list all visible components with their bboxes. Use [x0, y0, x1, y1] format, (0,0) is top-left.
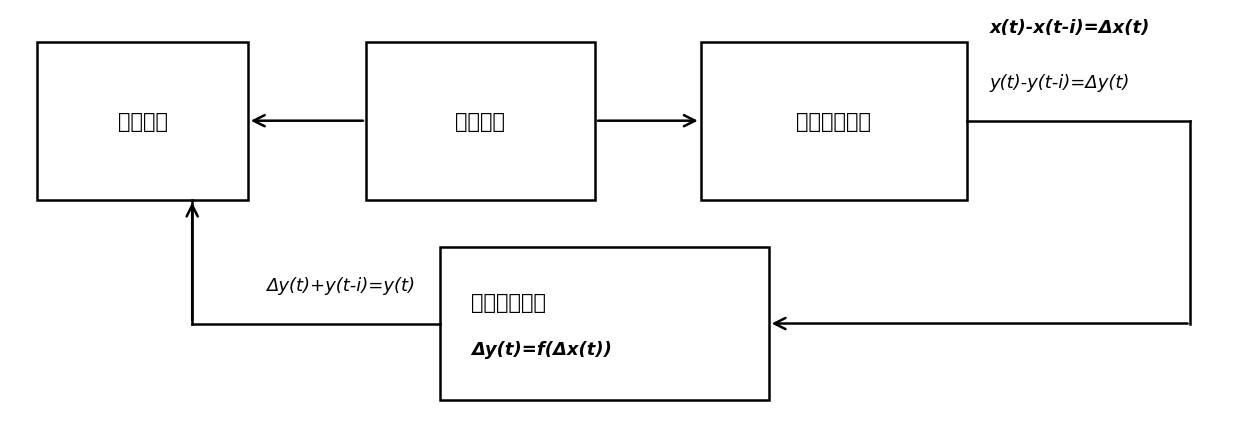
Text: y(t)-y(t-i)=Δy(t): y(t)-y(t-i)=Δy(t)	[990, 74, 1130, 92]
Text: Δy(t)+y(t-i)=y(t): Δy(t)+y(t-i)=y(t)	[267, 276, 415, 294]
Text: 回归预测模型: 回归预测模型	[471, 293, 546, 312]
Text: 输出数据: 输出数据	[118, 112, 167, 131]
Bar	[366, 43, 595, 200]
Bar	[440, 247, 769, 400]
Text: 时间差分处理: 时间差分处理	[796, 112, 872, 131]
Text: x(t)-x(t-i)=Δx(t): x(t)-x(t-i)=Δx(t)	[990, 19, 1149, 37]
Bar	[701, 43, 967, 200]
Text: 输入数据: 输入数据	[455, 112, 506, 131]
Text: Δy(t)=f(Δx(t)): Δy(t)=f(Δx(t))	[471, 340, 613, 358]
Bar	[37, 43, 248, 200]
